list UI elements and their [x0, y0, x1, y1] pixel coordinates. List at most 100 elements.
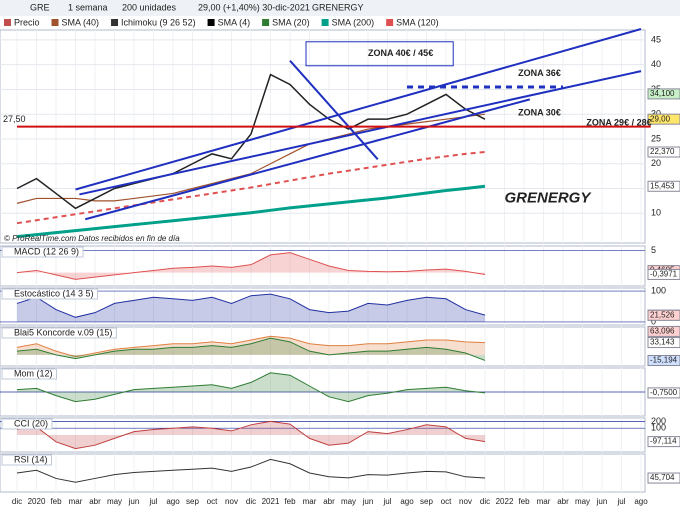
- series-area: [17, 421, 485, 449]
- period[interactable]: 1 semana: [68, 2, 108, 12]
- value-marker: [647, 146, 680, 158]
- y-tick-label: 40: [651, 59, 661, 69]
- value-marker-label: 45,704: [650, 473, 675, 482]
- x-tick-label: mar: [303, 497, 317, 506]
- series-line: [16, 372, 486, 403]
- panel-title-box: [1, 288, 99, 300]
- series-area: [17, 252, 485, 280]
- panel-title-box: [1, 246, 84, 258]
- symbol[interactable]: GRE: [30, 2, 50, 12]
- panel-title: Mom (12): [14, 368, 53, 378]
- legend-swatch: [386, 19, 394, 26]
- panel-title: Blai5 Koncorde v.09 (15): [14, 327, 112, 337]
- x-tick-label: ago: [166, 497, 180, 506]
- trend-line: [84, 98, 531, 221]
- series-line: [16, 420, 486, 450]
- legend-swatch: [262, 19, 270, 26]
- value-marker: [647, 337, 680, 349]
- legend-label: SMA (4): [218, 17, 251, 27]
- value-marker: [647, 355, 680, 367]
- value-marker: [647, 436, 680, 448]
- x-tick-label: jul: [148, 497, 157, 506]
- trend-line: [289, 60, 379, 160]
- legend-swatch: [111, 19, 119, 26]
- units[interactable]: 200 unidades: [122, 2, 177, 12]
- y-tick-label: 45: [651, 34, 661, 44]
- panel-title-box: [1, 368, 58, 380]
- panel-title: CCI (20): [14, 418, 48, 428]
- x-tick-label: jul: [616, 497, 625, 506]
- panel-title: Estocástico (14 3 5): [14, 288, 94, 298]
- panel-frame: [0, 417, 646, 453]
- x-tick-label: may: [341, 497, 356, 506]
- y-tick-label: 0: [651, 316, 656, 326]
- x-tick-label: abr: [557, 497, 569, 506]
- panel-frame: [0, 453, 646, 493]
- value-marker: [647, 325, 680, 337]
- y-tick-label: 25: [651, 133, 661, 143]
- x-tick-label: abr: [323, 497, 335, 506]
- x-tick-label: abr: [89, 497, 101, 506]
- value-marker: [647, 88, 680, 100]
- x-tick-label: oct: [441, 497, 452, 506]
- series-line: [16, 73, 486, 210]
- x-tick-label: mar: [537, 497, 551, 506]
- x-tick-label: nov: [459, 497, 472, 506]
- series-line: [16, 151, 486, 225]
- legend-label: SMA (200): [332, 17, 375, 27]
- annotation: ZONA 36€: [518, 68, 561, 78]
- series-line: [16, 252, 486, 280]
- series-line: [16, 184, 486, 239]
- series-area: [17, 338, 485, 361]
- x-tick-label: 2021: [262, 497, 280, 506]
- value-marker: [647, 309, 680, 321]
- value-marker: [647, 387, 680, 399]
- annotation: ZONA 29€ / 28€: [586, 118, 651, 128]
- x-tick-label: 2022: [496, 497, 514, 506]
- y-tick-label: 200: [651, 416, 666, 426]
- legend-label: SMA (20): [272, 17, 310, 27]
- y-tick-label: 20: [651, 158, 661, 168]
- quote: 29,00 (+1,40%) 30-dic-2021: [198, 2, 310, 12]
- legend-label: SMA (40): [62, 17, 100, 27]
- panel-frame: [0, 29, 646, 244]
- x-tick-label: jul: [382, 497, 391, 506]
- x-tick-label: mar: [69, 497, 83, 506]
- legend-swatch: [4, 19, 11, 26]
- panel-title: MACD (12 26 9): [14, 246, 79, 256]
- legend-label: SMA (120): [396, 17, 439, 27]
- value-marker-label: 29,00: [650, 114, 671, 123]
- trend-line: [79, 70, 642, 196]
- source: © ProRealTime.com Datos recibidos en fin…: [4, 234, 180, 243]
- x-tick-label: jun: [596, 497, 608, 506]
- value-marker-label: 63,096: [650, 327, 675, 336]
- value-marker-label: 22,370: [650, 147, 675, 156]
- x-tick-label: oct: [207, 497, 218, 506]
- x-tick-label: dic: [480, 497, 490, 506]
- trend-line: [75, 28, 642, 191]
- legend-swatch: [321, 19, 329, 26]
- x-tick-label: feb: [518, 497, 530, 506]
- value-marker-label: 15,453: [650, 181, 675, 190]
- level-label: 27,50: [3, 114, 26, 124]
- y-tick-label: 100: [651, 423, 666, 433]
- value-marker: [647, 472, 680, 484]
- y-tick-label: 5: [651, 245, 656, 255]
- annotation: GRENERGY: [505, 189, 593, 206]
- y-tick-label: 10: [651, 208, 661, 218]
- legend-swatch: [51, 19, 59, 26]
- toolbar: [0, 0, 680, 16]
- value-marker-label: 34,100: [650, 89, 675, 98]
- x-tick-label: ago: [634, 497, 648, 506]
- legend-swatch: [207, 19, 215, 26]
- value-marker-label: 33,143: [650, 338, 675, 347]
- value-marker-label: -0,3971: [650, 270, 678, 279]
- series-line: [16, 293, 486, 318]
- y-tick-label: 100: [651, 285, 666, 295]
- x-tick-label: nov: [225, 497, 238, 506]
- panel-title-box: [1, 418, 53, 430]
- panel-frame: [0, 245, 646, 287]
- x-tick-label: jun: [362, 497, 374, 506]
- x-tick-label: dic: [246, 497, 256, 506]
